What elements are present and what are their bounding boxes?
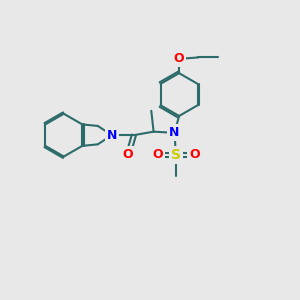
Text: O: O [174, 52, 184, 65]
Text: N: N [169, 126, 180, 139]
Text: O: O [189, 148, 200, 161]
Text: S: S [171, 148, 181, 162]
Text: O: O [152, 148, 163, 161]
Text: N: N [107, 129, 117, 142]
Text: O: O [123, 148, 134, 161]
